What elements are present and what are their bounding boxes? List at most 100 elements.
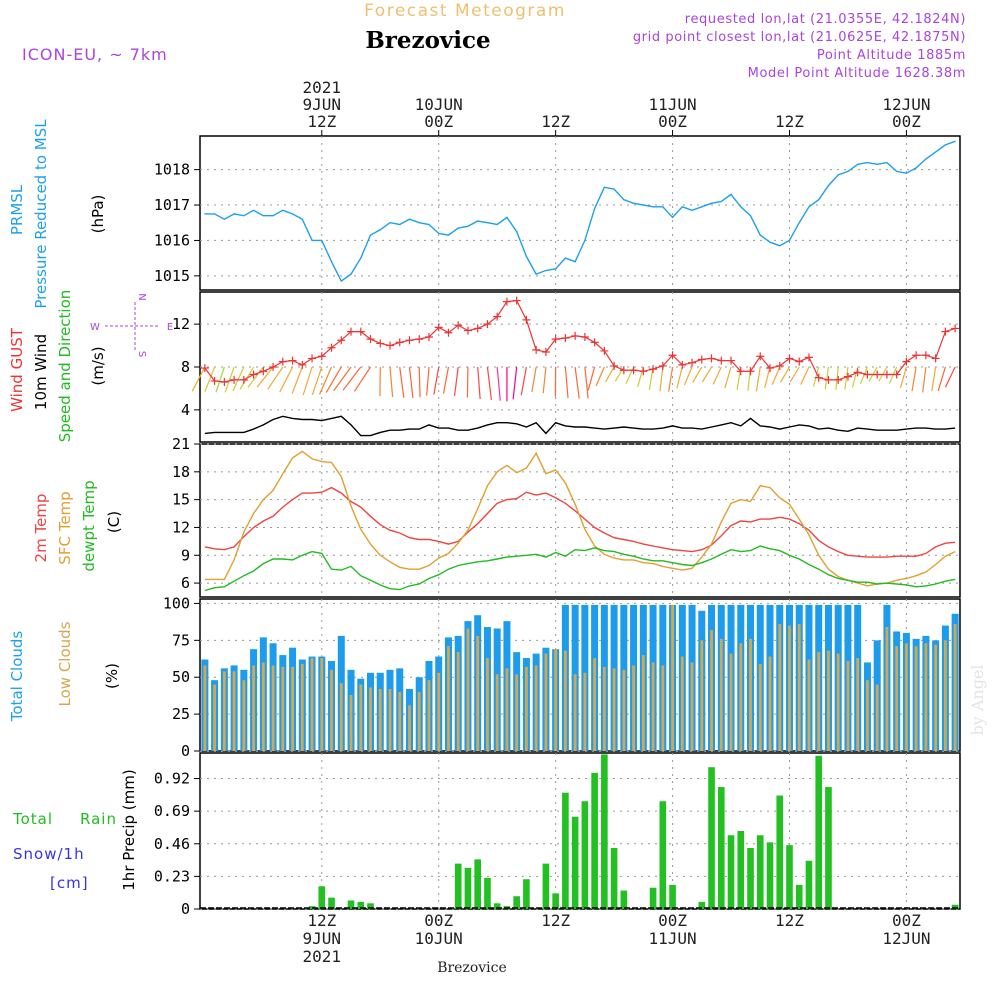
pressure-point: [759, 234, 761, 236]
low-cloud-bar: [232, 671, 236, 751]
low-cloud-bar: [359, 684, 363, 751]
gust-marker: [541, 348, 550, 356]
gust-marker: [902, 357, 911, 366]
wind-unit: (m/s): [89, 346, 107, 385]
wind-direction-arrow: [542, 366, 547, 394]
gust-marker: [814, 373, 823, 382]
low-cloud-bar: [661, 665, 665, 751]
top-date-label: 10JUN: [415, 95, 463, 114]
panel-frame-precip: [199, 752, 961, 910]
pressure-point: [886, 161, 888, 164]
low-cloud-bar: [583, 672, 587, 751]
low-cloud-bar: [885, 627, 889, 751]
low-cloud-bar: [875, 684, 879, 751]
wind-direction-arrow: [496, 366, 501, 401]
pressure-point: [632, 202, 635, 204]
pressure-point: [662, 206, 664, 208]
low-cloud-bar: [271, 665, 275, 751]
bottom-hour-label: 12Z: [541, 911, 570, 930]
low-cloud-bar: [398, 691, 402, 751]
low-cloud-bar: [408, 705, 411, 751]
gust-marker: [220, 378, 229, 386]
wind-direction-arrow: [215, 366, 225, 393]
pressure-point: [379, 229, 381, 231]
wind-direction-arrow: [587, 366, 596, 391]
pressure-point: [603, 186, 605, 188]
gust-marker: [395, 338, 404, 347]
y-tick-label: 50: [172, 668, 190, 686]
rain-bar: [474, 859, 482, 909]
gust-marker: [775, 361, 784, 370]
low-cloud-bar: [252, 665, 255, 751]
pressure-point: [243, 215, 245, 217]
rain-bar: [513, 896, 520, 909]
rain-bar: [484, 877, 491, 909]
gust-marker: [522, 315, 531, 324]
pressure-point: [594, 207, 596, 210]
rain-bar: [610, 848, 618, 909]
wind-direction-arrow: [486, 366, 492, 401]
compass-s: S: [136, 351, 147, 357]
low-cloud-bar: [807, 659, 811, 751]
pressure-chart: 1015 1016 1017 1018: [154, 140, 960, 285]
pressure-point: [477, 220, 479, 222]
pressure-point: [818, 199, 820, 201]
y-tick-label: 6: [181, 574, 190, 592]
rain-bar: [815, 755, 823, 909]
y-tick-label: 0.46: [154, 835, 190, 853]
bottom-hour-label: 12Z: [307, 911, 336, 930]
pressure-point: [623, 199, 625, 201]
top-hour-label: 12Z: [307, 112, 336, 131]
rain-bar: [493, 903, 501, 909]
low-cloud-bar: [476, 635, 480, 751]
gust-marker: [463, 326, 472, 335]
wind-direction-arrow: [899, 366, 907, 389]
watermark: by Angel: [968, 664, 987, 735]
pressure-point: [642, 204, 644, 206]
low-cloud-bar: [856, 658, 860, 751]
low-cloud-bar: [739, 643, 743, 751]
rain-bar: [571, 816, 579, 909]
pressure-point: [837, 174, 839, 176]
low-cloud-bar: [593, 658, 597, 751]
pressure-point: [447, 234, 450, 236]
wind-direction-arrow: [755, 366, 761, 392]
wind-direction-arrow: [191, 366, 206, 392]
wind-direction-arrow: [859, 366, 868, 385]
clouds-unit: (%): [103, 663, 121, 689]
wind-direction-arrow: [353, 366, 372, 392]
low-cloud-bar: [641, 655, 645, 751]
pressure-point: [506, 216, 508, 219]
precip-label-total: Total: [12, 810, 53, 828]
rain-bar: [552, 893, 559, 909]
pressure-point: [701, 206, 703, 208]
low-cloud-bar: [934, 644, 938, 751]
wind-axis-title: Wind GUST 10m Wind Speed and Direction (…: [8, 290, 107, 443]
low-cloud-bar: [486, 658, 489, 751]
wind-direction-arrow: [648, 366, 654, 390]
gust-marker: [717, 356, 726, 365]
bottom-hour-label: 12Z: [775, 911, 804, 930]
clouds-chart: 0 25 50 75 100: [163, 594, 960, 760]
rain-bar: [591, 772, 598, 909]
pressure-point: [681, 206, 683, 208]
rain-bar: [825, 787, 832, 909]
pressure-point: [369, 234, 372, 236]
low-cloud-bar: [339, 683, 343, 751]
rain-bar: [659, 801, 667, 909]
low-cloud-bar: [749, 638, 752, 751]
rain-bar: [708, 767, 715, 909]
gust-marker: [678, 360, 687, 369]
wind-direction-arrow: [659, 366, 664, 392]
gust-marker: [931, 354, 940, 363]
pressure-line: [204, 140, 956, 283]
low-cloud-bar: [417, 691, 421, 751]
low-cloud-bar: [953, 624, 957, 751]
rain-bar: [328, 897, 335, 909]
wind-direction-arrow: [433, 366, 440, 395]
low-cloud-bar: [895, 646, 899, 751]
top-date-label: 9JUN: [303, 95, 342, 114]
wind-label-speed-dir: Speed and Direction: [56, 290, 74, 443]
wind-direction-arrow: [764, 366, 771, 389]
pressure-point: [954, 140, 956, 142]
